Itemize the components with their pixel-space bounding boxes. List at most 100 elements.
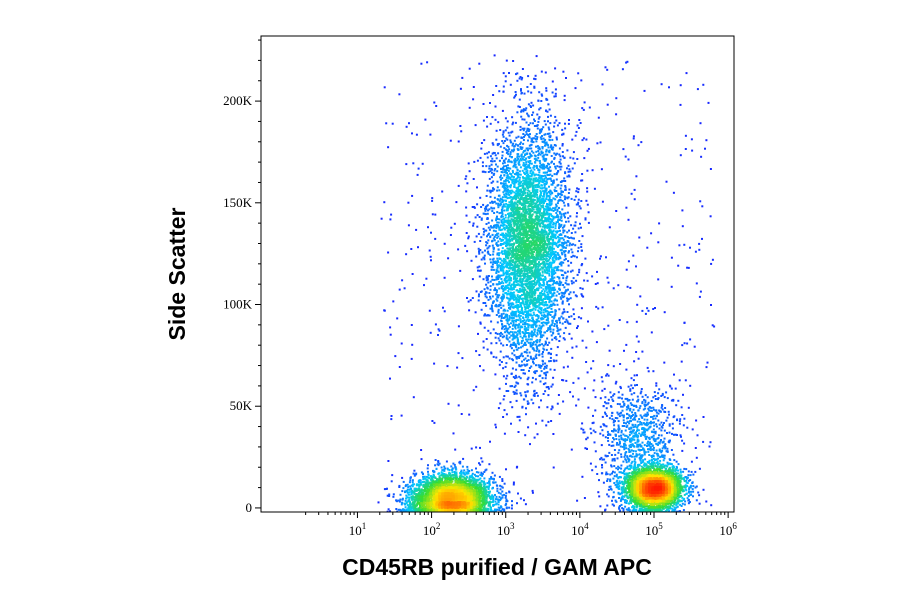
data-point <box>607 437 609 439</box>
data-point <box>645 394 647 396</box>
data-point <box>532 490 534 492</box>
data-point <box>434 464 436 466</box>
data-point <box>546 304 548 306</box>
data-point <box>501 211 503 213</box>
data-point <box>559 211 561 213</box>
data-point <box>409 494 411 496</box>
data-point <box>621 504 623 506</box>
data-point <box>485 305 487 307</box>
data-point <box>545 342 547 344</box>
data-point <box>508 300 510 302</box>
data-point <box>531 144 533 146</box>
data-point <box>592 415 594 417</box>
data-point <box>539 327 541 329</box>
data-point <box>514 186 516 188</box>
data-point <box>611 412 613 414</box>
data-point <box>696 457 698 459</box>
data-point <box>642 442 644 444</box>
data-point <box>640 391 642 393</box>
data-point <box>657 438 659 440</box>
data-point <box>671 257 673 259</box>
data-point <box>531 175 533 177</box>
data-point <box>607 104 609 106</box>
data-point <box>409 479 411 481</box>
data-point <box>522 68 524 70</box>
data-point <box>636 374 638 376</box>
data-point <box>633 432 635 434</box>
data-point <box>490 123 492 125</box>
data-point <box>501 315 503 317</box>
data-point <box>548 269 550 271</box>
data-point <box>690 491 692 493</box>
data-point <box>499 212 501 214</box>
data-point <box>462 458 464 460</box>
data-point <box>640 460 642 462</box>
data-point <box>638 144 640 146</box>
data-point <box>710 168 712 170</box>
data-point <box>557 283 559 285</box>
data-point <box>638 409 640 411</box>
data-point <box>527 355 529 357</box>
data-point <box>551 324 553 326</box>
data-point <box>495 304 497 306</box>
data-point <box>587 204 589 206</box>
data-point <box>501 320 503 322</box>
data-point <box>488 247 490 249</box>
data-point <box>552 433 554 435</box>
data-point <box>551 202 553 204</box>
data-point <box>530 320 532 322</box>
data-point <box>665 391 667 393</box>
data-point <box>502 294 504 296</box>
data-point <box>636 446 638 448</box>
data-point <box>654 459 656 461</box>
data-point <box>461 77 463 79</box>
data-point <box>626 426 628 428</box>
data-point <box>554 173 556 175</box>
data-point <box>645 438 647 440</box>
data-point <box>614 475 616 477</box>
data-point <box>548 178 550 180</box>
data-point <box>482 251 484 253</box>
data-point <box>488 463 490 465</box>
data-point <box>601 444 603 446</box>
data-point <box>532 402 534 404</box>
data-point <box>491 269 493 271</box>
data-point <box>699 296 701 298</box>
data-point <box>530 106 532 108</box>
data-point <box>530 324 532 326</box>
data-point <box>615 430 617 432</box>
data-point <box>695 420 697 422</box>
data-point <box>498 264 500 266</box>
data-point <box>538 186 540 188</box>
data-point <box>516 289 518 291</box>
data-point <box>683 509 685 511</box>
data-point <box>488 481 490 483</box>
data-point <box>606 415 608 417</box>
data-point <box>565 186 567 188</box>
data-point <box>506 180 508 182</box>
data-point <box>474 241 476 243</box>
data-point <box>654 391 656 393</box>
data-point <box>480 206 482 208</box>
data-point <box>487 239 489 241</box>
data-point <box>505 205 507 207</box>
data-point <box>465 175 467 177</box>
data-point <box>560 296 562 298</box>
data-point <box>439 463 441 465</box>
data-point <box>625 369 627 371</box>
data-point <box>650 426 652 428</box>
data-point <box>503 335 505 337</box>
data-point <box>629 287 631 289</box>
data-point <box>497 152 499 154</box>
data-point <box>685 468 687 470</box>
data-point <box>640 462 642 464</box>
data-point <box>575 294 577 296</box>
data-point <box>681 450 683 452</box>
data-point <box>627 436 629 438</box>
data-point <box>542 363 544 365</box>
data-point <box>559 234 561 236</box>
data-point <box>525 159 527 161</box>
data-point <box>626 413 628 415</box>
data-point <box>580 317 582 319</box>
data-point <box>565 282 567 284</box>
